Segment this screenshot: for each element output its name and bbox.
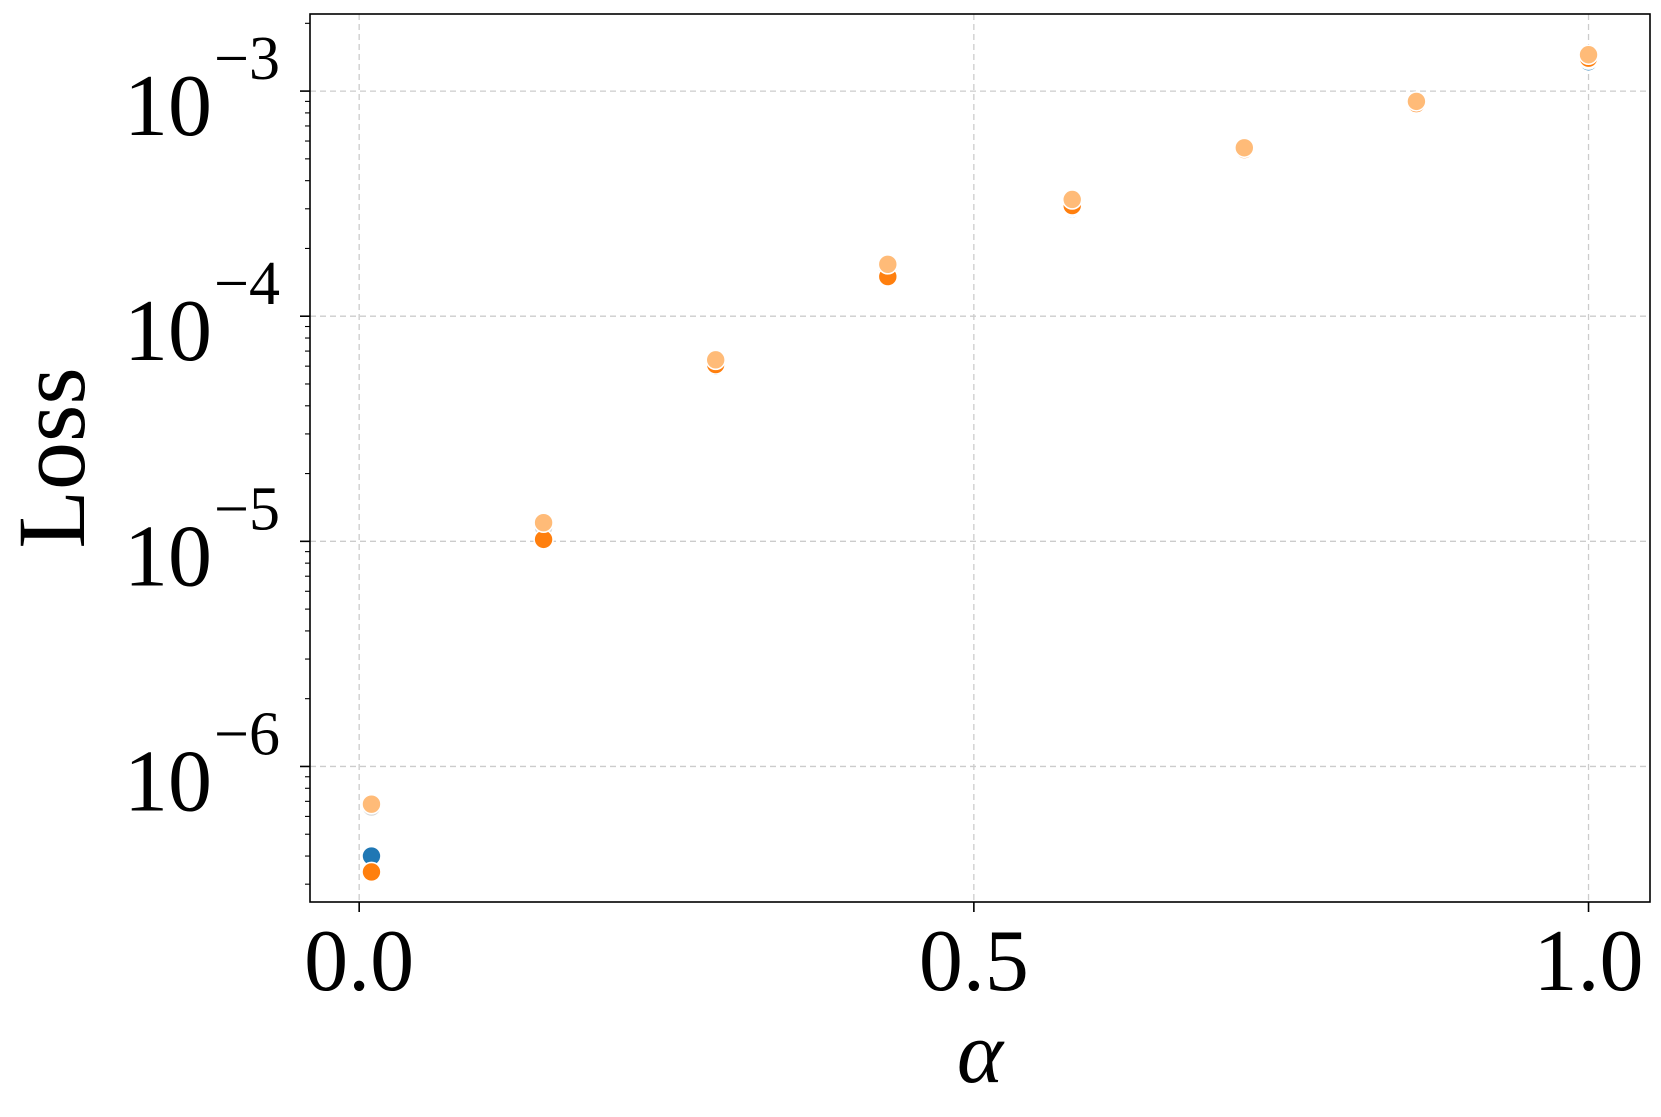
y-tick-label-exponent: −5 — [214, 475, 280, 543]
scatter-point — [877, 254, 899, 275]
scatter-point — [1061, 189, 1083, 210]
y-tick-label-base: 10 — [124, 508, 212, 605]
scatter-point — [1234, 137, 1255, 159]
x-axis-label: α — [957, 1005, 1005, 1102]
y-tick-label-exponent: −4 — [214, 250, 280, 318]
y-tick-label-base: 10 — [124, 283, 212, 380]
y-axis-label: Loss — [0, 367, 105, 548]
x-tick-label: 1.0 — [1534, 913, 1644, 1010]
y-tick-label-exponent: −3 — [214, 25, 280, 93]
scatter-point — [1406, 91, 1427, 112]
x-tick-label: 0.0 — [304, 913, 414, 1010]
y-tick-label-exponent: −6 — [214, 700, 280, 768]
plot-area — [310, 14, 1650, 902]
y-minor-ticks — [305, 22, 310, 885]
plot-frame — [309, 13, 1651, 903]
scatter-point — [361, 861, 382, 883]
scatter-point — [1578, 44, 1599, 66]
scatter-point — [705, 349, 726, 371]
scatter-point — [533, 512, 554, 533]
x-tick-labels: 0.0 0.5 1.0 — [304, 913, 1643, 1010]
y-tick-label-base: 10 — [124, 58, 212, 155]
x-tick-label: 0.5 — [919, 913, 1029, 1010]
grid-lines — [310, 14, 1650, 902]
y-tick-labels: 10−610−510−410−3 — [124, 25, 280, 830]
y-tick-label-base: 10 — [124, 733, 212, 830]
major-ticks — [300, 90, 1590, 912]
scatter-point — [361, 793, 382, 815]
scatter-points — [361, 44, 1599, 883]
